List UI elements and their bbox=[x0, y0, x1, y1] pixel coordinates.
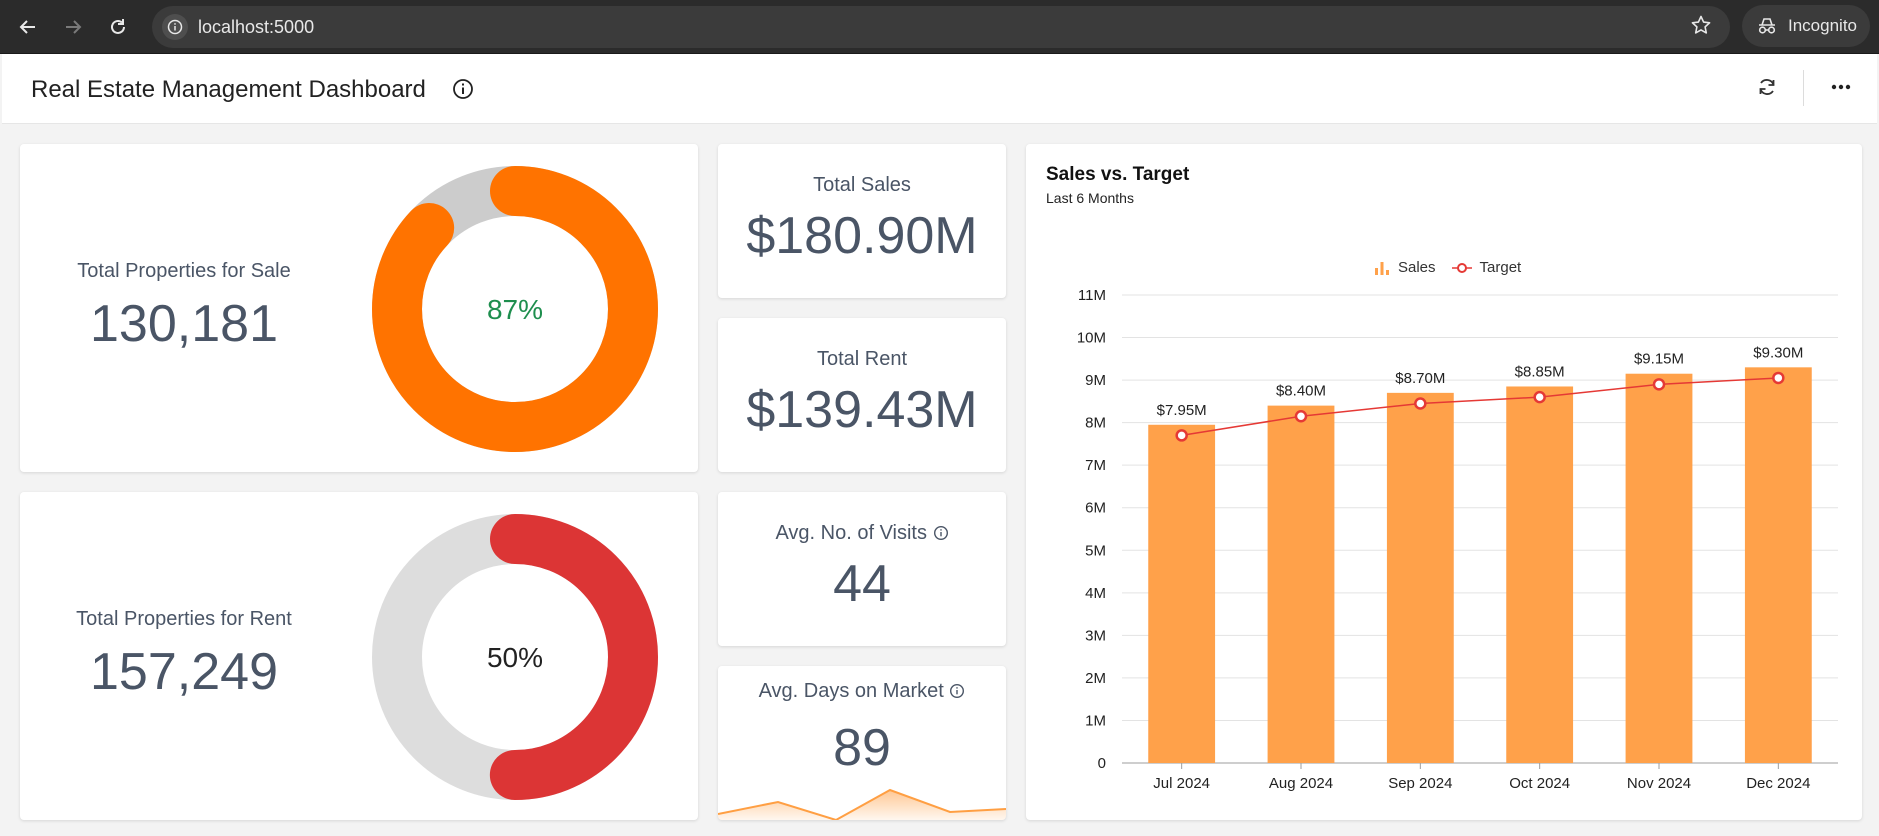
total-sales-value: $180.90M bbox=[746, 207, 978, 265]
sales-data-label: $8.70M bbox=[1395, 370, 1445, 387]
y-tick-label: 1M bbox=[1085, 712, 1106, 729]
back-arrow-icon bbox=[19, 20, 35, 34]
sales-bar bbox=[1386, 392, 1454, 763]
sale-donut-arc bbox=[372, 166, 658, 452]
sales-bar bbox=[1267, 405, 1335, 763]
sale-donut-chart bbox=[372, 166, 658, 452]
sales-data-label: $9.15M bbox=[1634, 351, 1684, 368]
chart-legend: Sales Target bbox=[1374, 259, 1521, 276]
sales-bar bbox=[1625, 373, 1693, 763]
sales-data-label: $8.85M bbox=[1515, 363, 1565, 380]
sparkline-line bbox=[718, 788, 1006, 820]
target-line bbox=[1181, 377, 1779, 437]
page-title: Real Estate Management Dashboard bbox=[31, 76, 426, 103]
avg-days-info-icon[interactable] bbox=[949, 683, 965, 699]
x-tick-label: Jul 2024 bbox=[1153, 775, 1210, 792]
y-tick-label: 0 bbox=[1098, 755, 1106, 772]
total-rent-value: $139.43M bbox=[746, 381, 978, 439]
incognito-label: Incognito bbox=[1788, 16, 1857, 35]
sparkline-area bbox=[718, 790, 1006, 820]
rent-properties-card: Total Properties for Rent 157,249 50% bbox=[20, 492, 698, 820]
y-tick-label: 2M bbox=[1085, 670, 1106, 687]
target-point bbox=[1533, 390, 1546, 404]
y-tick-label: 3M bbox=[1085, 627, 1106, 644]
sales-bar bbox=[1744, 367, 1812, 763]
avg-days-card: Avg. Days on Market 89 bbox=[718, 666, 1006, 820]
more-options-icon[interactable] bbox=[1830, 76, 1852, 103]
total-rent-label: Total Rent bbox=[816, 348, 908, 370]
avg-visits-card: Avg. No. of Visits 44 bbox=[718, 492, 1006, 646]
avg-days-label: Avg. Days on Market bbox=[758, 680, 944, 702]
legend-target-label: Target bbox=[1479, 259, 1522, 276]
target-point bbox=[1772, 371, 1785, 385]
incognito-icon bbox=[1758, 18, 1776, 34]
back-button[interactable] bbox=[10, 9, 46, 45]
target-point bbox=[1414, 397, 1427, 410]
sale-donut-percent: 87% bbox=[486, 294, 544, 325]
total-rent-card: Total Rent $139.43M bbox=[718, 318, 1006, 472]
y-tick-label: 4M bbox=[1085, 585, 1106, 602]
sales-bar bbox=[1148, 424, 1216, 763]
rent-properties-label: Total Properties for Rent bbox=[76, 608, 292, 630]
total-sales-card: Total Sales $180.90M bbox=[718, 144, 1006, 298]
target-point bbox=[1652, 378, 1666, 391]
target-point bbox=[1294, 410, 1308, 423]
dashboard-header: Real Estate Management Dashboard bbox=[2, 54, 1877, 124]
x-tick-label: Oct 2024 bbox=[1509, 775, 1570, 792]
y-tick-label: 7M bbox=[1085, 457, 1106, 474]
y-tick-label: 10M bbox=[1077, 330, 1106, 347]
legend-sales-label: Sales bbox=[1398, 259, 1436, 276]
avg-visits-value: 44 bbox=[833, 555, 891, 613]
address-bar[interactable]: localhost:5000 bbox=[152, 6, 1730, 48]
x-tick-label: Sep 2024 bbox=[1388, 775, 1452, 792]
legend-item-target[interactable]: Target bbox=[1451, 259, 1522, 276]
rent-donut-chart bbox=[372, 514, 658, 800]
refresh-icon[interactable] bbox=[1756, 76, 1778, 103]
site-info-icon[interactable] bbox=[162, 14, 188, 40]
avg-visits-label: Avg. No. of Visits bbox=[775, 522, 927, 544]
avg-days-value: 89 bbox=[833, 719, 891, 777]
bookmark-star-icon[interactable] bbox=[1690, 14, 1712, 42]
sales-data-label: $7.95M bbox=[1157, 402, 1207, 419]
chart-title: Sales vs. Target bbox=[1046, 164, 1190, 185]
info-icon[interactable] bbox=[452, 78, 474, 105]
x-tick-label: Dec 2024 bbox=[1746, 775, 1810, 792]
y-tick-label: 9M bbox=[1085, 372, 1106, 389]
x-tick-label: Aug 2024 bbox=[1269, 775, 1333, 792]
sales-vs-target-card: Sales vs. Target Last 6 Months Sales Tar… bbox=[1026, 144, 1862, 820]
reload-button[interactable] bbox=[100, 9, 136, 45]
chart-subtitle: Last 6 Months bbox=[1046, 190, 1134, 206]
sales-data-label: $8.40M bbox=[1276, 383, 1326, 400]
sales-vs-target-chart: 0 1M 2M 3M 4M 5M 6M 7M 8M 9M 10M 11M $7.95M Jul 2024 $… bbox=[1077, 287, 1838, 792]
avg-days-sparkline bbox=[718, 788, 1006, 820]
rent-donut-percent: 50% bbox=[486, 642, 544, 673]
y-tick-label: 5M bbox=[1085, 542, 1106, 559]
forward-button[interactable] bbox=[55, 9, 91, 45]
forward-arrow-icon bbox=[66, 20, 82, 34]
reload-icon bbox=[111, 19, 125, 34]
y-tick-label: 8M bbox=[1085, 415, 1106, 432]
sale-properties-card: Total Properties for Sale 130,181 87% bbox=[20, 144, 698, 472]
avg-visits-info-icon[interactable] bbox=[933, 525, 949, 541]
url-text[interactable]: localhost:5000 bbox=[198, 17, 315, 37]
y-tick-label: 6M bbox=[1085, 500, 1106, 517]
rent-donut-arc bbox=[372, 514, 658, 800]
y-tick-label: 11M bbox=[1078, 287, 1106, 304]
browser-toolbar: localhost:5000 Incognito bbox=[0, 0, 1879, 54]
legend-item-sales[interactable]: Sales bbox=[1374, 259, 1436, 276]
line-marker-icon bbox=[1451, 262, 1472, 273]
sale-properties-label: Total Properties for Sale bbox=[77, 260, 291, 282]
target-point bbox=[1175, 429, 1188, 442]
header-divider bbox=[1803, 70, 1804, 106]
incognito-badge[interactable]: Incognito bbox=[1742, 5, 1870, 47]
rent-properties-value: 157,249 bbox=[90, 643, 278, 701]
avg-visits-label-row: Avg. No. of Visits bbox=[718, 522, 1006, 545]
bar-chart-icon bbox=[1375, 261, 1389, 275]
x-tick-label: Nov 2024 bbox=[1627, 775, 1691, 792]
total-sales-label: Total Sales bbox=[813, 174, 911, 196]
sales-bar bbox=[1506, 386, 1574, 763]
avg-days-label-row: Avg. Days on Market bbox=[718, 680, 1006, 703]
sales-data-label: $9.30M bbox=[1753, 344, 1803, 361]
sale-properties-value: 130,181 bbox=[90, 295, 278, 353]
